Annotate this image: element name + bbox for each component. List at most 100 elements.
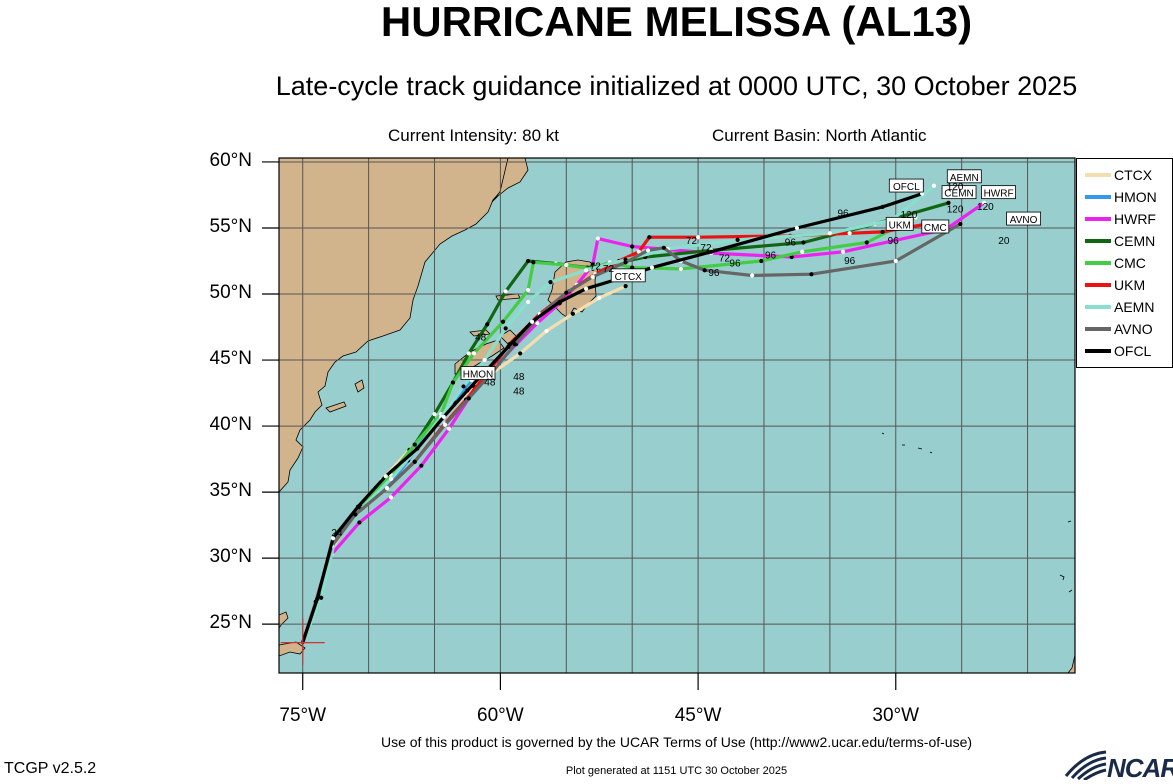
track-point-hwrf bbox=[535, 320, 540, 326]
track-point-aemn bbox=[388, 476, 394, 481]
track-point-aemn bbox=[482, 357, 487, 363]
track-label: 96 bbox=[765, 251, 777, 262]
track-label: 96 bbox=[888, 236, 900, 247]
track-point-aemn bbox=[503, 326, 508, 331]
legend-label: OFCL bbox=[1114, 343, 1152, 359]
track-point-avno bbox=[564, 290, 569, 295]
legend-swatch bbox=[1085, 217, 1111, 221]
legend-swatch bbox=[1085, 173, 1111, 177]
europe-edge-land bbox=[1067, 654, 1075, 673]
track-label: 48 bbox=[484, 377, 496, 388]
track-point-cemn bbox=[525, 258, 531, 264]
track-point-ofcl bbox=[415, 446, 420, 451]
ncar-logo-icon bbox=[1064, 750, 1107, 780]
track-point-cmc bbox=[412, 442, 417, 447]
track-point-cemn bbox=[432, 412, 437, 417]
lat-tick-label: 40°N bbox=[209, 414, 252, 436]
generated-timestamp: Plot generated at 1151 UTC 30 October 20… bbox=[565, 765, 788, 777]
track-point-cmc bbox=[531, 260, 536, 265]
track-avno bbox=[301, 222, 962, 645]
track-point-ofcl bbox=[355, 504, 361, 509]
track-label-box bbox=[946, 169, 982, 184]
track-point-ctcx bbox=[623, 283, 628, 289]
track-point-avno bbox=[645, 248, 651, 253]
track-point-ofcl bbox=[920, 191, 925, 196]
track-label: HWRF bbox=[984, 189, 1014, 200]
legend-item: OFCL bbox=[1077, 341, 1173, 361]
track-label: 20 bbox=[998, 236, 1010, 247]
track-label-box bbox=[885, 216, 914, 231]
track-point-cmc bbox=[864, 240, 869, 245]
track-label: 72 bbox=[603, 264, 615, 275]
page-title: HURRICANE MELISSA (AL13) bbox=[380, 0, 973, 45]
lat-tick-label: 35°N bbox=[209, 480, 252, 502]
track-point-hwrf bbox=[981, 200, 987, 205]
track-point-ctcx bbox=[544, 328, 549, 334]
legend-swatch bbox=[1085, 349, 1111, 353]
track-point-ofcl bbox=[529, 319, 535, 324]
track-point-cmc bbox=[913, 215, 918, 220]
legend-label: CEMN bbox=[1114, 233, 1156, 249]
forecast-tracks bbox=[301, 183, 987, 645]
track-annotations: OFCL AEMN CEMN HWRF UKM CMC AVNO CTCX HMON 120 120… bbox=[331, 169, 1042, 539]
current-basin: Current Basin: North Atlantic bbox=[712, 126, 927, 145]
legend-swatch bbox=[1085, 283, 1111, 287]
track-point-ctcx bbox=[570, 311, 575, 316]
legend-item: HWRF bbox=[1077, 209, 1173, 229]
track-point-avno bbox=[661, 245, 666, 250]
track-point-hwrf bbox=[419, 463, 424, 468]
lon-tick-label: 45°W bbox=[674, 705, 722, 726]
legend-item: AEMN bbox=[1077, 297, 1173, 317]
track-label-box bbox=[610, 268, 646, 283]
track-label: HMON bbox=[463, 370, 494, 381]
track-point-aemn bbox=[827, 231, 832, 236]
track-label-box bbox=[460, 366, 496, 380]
legend-label: CMC bbox=[1114, 255, 1146, 271]
track-label: 48 bbox=[475, 333, 487, 344]
track-label: CMC bbox=[924, 223, 947, 234]
track-point-aemn bbox=[735, 237, 740, 242]
track-point-ofcl bbox=[583, 286, 589, 291]
lon-tick-label: 30°W bbox=[872, 705, 920, 726]
ncar-logo-text: NCAR bbox=[1107, 753, 1173, 783]
legend-label: CTCX bbox=[1114, 167, 1153, 183]
track-point-aemn bbox=[461, 384, 466, 389]
legend-label: UKM bbox=[1114, 277, 1146, 293]
legend-swatch bbox=[1085, 261, 1111, 265]
lat-tick-label: 45°N bbox=[209, 348, 252, 370]
storm-position-marker bbox=[280, 618, 325, 665]
track-label: 48 bbox=[513, 372, 525, 383]
track-point-avno bbox=[466, 396, 471, 401]
track-point-hwrf bbox=[595, 236, 601, 241]
track-point-aemn bbox=[525, 299, 531, 305]
legend-item: AVNO bbox=[1077, 319, 1173, 339]
track-label: 24 bbox=[331, 528, 343, 539]
track-label: 96 bbox=[785, 238, 797, 249]
azores-islands bbox=[881, 432, 1073, 593]
track-point-ctcx bbox=[518, 351, 523, 356]
track-point-hwrf bbox=[388, 495, 394, 500]
track-point-cemn bbox=[466, 351, 471, 356]
page-subtitle: Late-cycle track guidance initialized at… bbox=[275, 71, 1078, 101]
track-label: 120 bbox=[947, 182, 964, 193]
track-point-avno bbox=[958, 221, 963, 227]
track-point-avno bbox=[702, 268, 707, 273]
track-label: 72 bbox=[686, 236, 698, 247]
track-point-cemn bbox=[946, 200, 951, 205]
track-point-ukm bbox=[880, 229, 885, 235]
track-point-cmc bbox=[525, 287, 531, 293]
lon-tick-label: 60°W bbox=[477, 705, 524, 726]
track-point-cmc bbox=[471, 351, 477, 356]
track-label: 96 bbox=[844, 256, 856, 267]
track-point-ctcx bbox=[597, 295, 602, 301]
track-point-cemn bbox=[485, 322, 490, 327]
track-point-ukm bbox=[695, 235, 701, 240]
axis-ticks bbox=[262, 161, 897, 690]
track-point-ofcl bbox=[506, 344, 511, 349]
track-point-cemn bbox=[801, 240, 806, 245]
legend-item: CTCX bbox=[1077, 165, 1173, 185]
track-label: OFCL bbox=[893, 182, 920, 193]
legend-item: UKM bbox=[1077, 275, 1173, 295]
track-label-box bbox=[921, 219, 950, 234]
